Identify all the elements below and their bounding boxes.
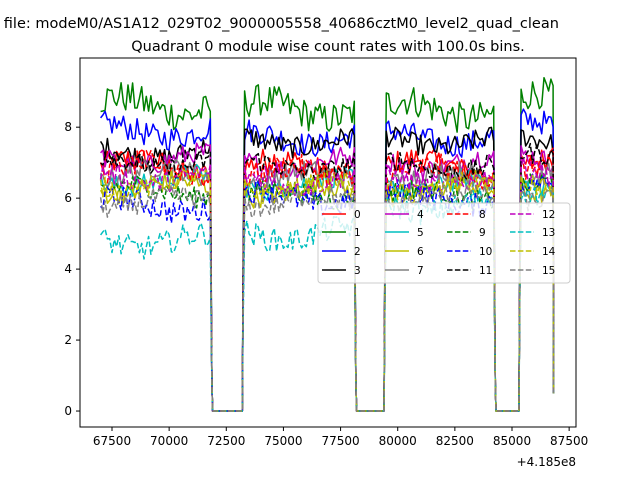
legend-label-7: 7 bbox=[417, 265, 424, 277]
legend-label-13: 13 bbox=[542, 227, 555, 239]
legend-label-1: 1 bbox=[354, 227, 361, 239]
y-tick-label: 0 bbox=[64, 404, 72, 418]
legend-label-5: 5 bbox=[417, 227, 424, 239]
x-tick-label: 67500 bbox=[93, 434, 131, 448]
x-offset-label: +4.185e8 bbox=[517, 455, 576, 469]
legend-label-9: 9 bbox=[479, 227, 486, 239]
series-line-4 bbox=[100, 142, 555, 412]
y-axis-ticks: 0 2 4 6 8 bbox=[64, 120, 80, 418]
x-tick-label: 75000 bbox=[264, 434, 302, 448]
legend-label-12: 12 bbox=[542, 209, 555, 221]
legend-label-4: 4 bbox=[417, 209, 424, 221]
x-tick-label: 85000 bbox=[493, 434, 531, 448]
series-line-14 bbox=[99, 168, 555, 412]
x-tick-label: 82500 bbox=[436, 434, 474, 448]
y-tick-label: 2 bbox=[64, 333, 72, 347]
figure-suptitle: n file: modeM0/AS1A12_029T02_9000005558_… bbox=[0, 16, 559, 32]
y-tick-label: 4 bbox=[64, 262, 72, 276]
plot-frame bbox=[79, 57, 577, 428]
x-tick-label: 70000 bbox=[150, 434, 188, 448]
legend-label-11: 11 bbox=[479, 265, 492, 277]
x-axis-ticks: 67500 70000 72500 75000 77500 80000 82500 85000… bbox=[93, 427, 588, 448]
x-tick-label: 80000 bbox=[379, 434, 417, 448]
legend-label-15: 15 bbox=[542, 265, 555, 277]
legend-label-2: 2 bbox=[354, 246, 361, 258]
y-tick-label: 8 bbox=[64, 120, 72, 134]
legend-label-10: 10 bbox=[479, 246, 492, 258]
series-line-11 bbox=[100, 142, 555, 412]
legend-label-14: 14 bbox=[542, 246, 556, 258]
legend-label-3: 3 bbox=[354, 265, 361, 277]
x-tick-label: 87500 bbox=[550, 434, 588, 448]
legend-label-6: 6 bbox=[417, 246, 424, 258]
legend-label-0: 0 bbox=[354, 209, 361, 221]
legend-frame bbox=[317, 202, 571, 284]
legend-label-8: 8 bbox=[479, 209, 486, 221]
x-tick-label: 77500 bbox=[321, 434, 359, 448]
chart-title: Quadrant 0 module wise count rates with … bbox=[131, 39, 525, 55]
series-line-1 bbox=[100, 76, 555, 412]
series-line-2 bbox=[100, 108, 555, 412]
y-tick-label: 6 bbox=[64, 191, 72, 205]
series-line-8 bbox=[99, 147, 555, 412]
x-tick-label: 72500 bbox=[207, 434, 245, 448]
series-line-3 bbox=[99, 126, 555, 412]
series-line-15 bbox=[99, 181, 555, 412]
